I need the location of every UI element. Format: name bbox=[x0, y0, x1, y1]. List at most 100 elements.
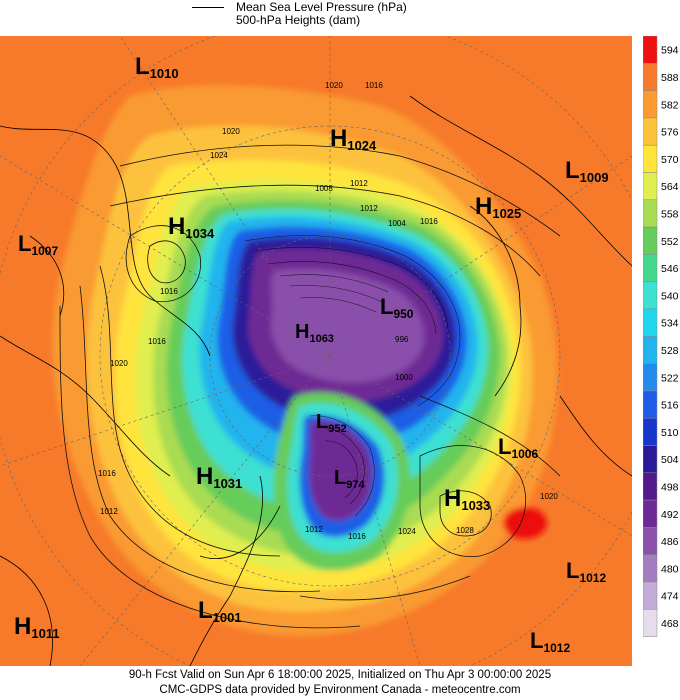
high-pressure-label: H1033 bbox=[444, 485, 490, 513]
forecast-valid-time: 90-h Fcst Valid on Sun Apr 6 18:00:00 20… bbox=[128, 669, 552, 681]
scale-swatch bbox=[643, 445, 658, 474]
isobar-value: 1008 bbox=[315, 184, 333, 193]
data-credit: CMC-GDPS data provided by Environment Ca… bbox=[159, 684, 521, 696]
scale-label: 474 bbox=[661, 591, 679, 603]
isobar-value: 1020 bbox=[325, 81, 343, 90]
scale-swatch bbox=[643, 36, 658, 64]
isobar-value: 1016 bbox=[160, 287, 178, 296]
isobar-value: 1016 bbox=[365, 81, 383, 90]
map-footer: 90-h Fcst Valid on Sun Apr 6 18:00:00 20… bbox=[0, 668, 680, 698]
isobar-value: 996 bbox=[395, 335, 409, 344]
pressure-system-labels: L1010 H1024 L1009 H1025 H1034 L1007 L950 H1063 L… bbox=[14, 53, 609, 655]
polar-stereographic-map: 1020 1016 1020 1024 1016 1012 1008 1004 1016 1012… bbox=[0, 36, 632, 666]
scale-swatch bbox=[643, 254, 658, 282]
isobar-value: 1012 bbox=[100, 507, 118, 516]
isobar-value: 1004 bbox=[388, 219, 406, 228]
scale-label: 582 bbox=[661, 99, 679, 111]
scale-swatch bbox=[643, 390, 658, 419]
high-pressure-label: H1011 bbox=[14, 613, 60, 641]
isobar-value-labels: 1020 1016 1020 1024 1016 1012 1008 1004 1016 1012… bbox=[98, 81, 558, 541]
low-pressure-label: L1012 bbox=[530, 628, 570, 655]
scale-swatch bbox=[643, 609, 658, 637]
scale-swatch bbox=[643, 363, 658, 392]
high-pressure-label: H1063 bbox=[295, 321, 334, 345]
isobar-value: 1020 bbox=[110, 359, 128, 368]
isobar-value: 1012 bbox=[305, 525, 323, 534]
isobar-value: 1024 bbox=[398, 527, 416, 536]
isobar-value: 1016 bbox=[98, 469, 116, 478]
scale-swatch bbox=[643, 499, 658, 528]
legend-heights-label: 500-hPa Heights (dam) bbox=[236, 13, 361, 27]
coastlines bbox=[0, 95, 632, 666]
graticule bbox=[0, 36, 632, 666]
scale-label: 570 bbox=[661, 154, 679, 166]
scale-label: 468 bbox=[661, 618, 679, 630]
scale-label: 498 bbox=[661, 481, 679, 493]
scale-swatch bbox=[643, 281, 658, 310]
isobar-value: 1020 bbox=[222, 127, 240, 136]
high-pressure-label: H1031 bbox=[196, 463, 242, 491]
scale-label: 486 bbox=[661, 536, 679, 548]
scale-label: 528 bbox=[661, 345, 679, 357]
scale-label: 558 bbox=[661, 208, 679, 220]
low-pressure-label: L1007 bbox=[18, 231, 58, 258]
isobar-value: 1012 bbox=[360, 204, 378, 213]
low-pressure-label: L974 bbox=[334, 467, 365, 491]
scale-swatch bbox=[643, 172, 658, 201]
scale-label: 492 bbox=[661, 509, 679, 521]
scale-swatch bbox=[643, 226, 658, 255]
height-fill-bands bbox=[52, 85, 558, 637]
scale-label: 552 bbox=[661, 236, 679, 248]
color-scale: 594 588 582 576 570 564 558 552 546 540 534 528 522 5… bbox=[643, 36, 679, 637]
isobar-value: 1016 bbox=[348, 532, 366, 541]
scale-label: 576 bbox=[661, 127, 679, 139]
scale-label: 546 bbox=[661, 263, 679, 275]
isobar-value: 1016 bbox=[420, 217, 438, 226]
isobar-value: 1024 bbox=[210, 151, 228, 160]
isobar-value: 1000 bbox=[395, 373, 413, 382]
map-legend: Mean Sea Level Pressure (hPa) 500-hPa He… bbox=[190, 0, 490, 36]
low-pressure-label: L1009 bbox=[565, 157, 609, 185]
low-pressure-label: L1001 bbox=[198, 597, 242, 625]
isobar-value: 1016 bbox=[148, 337, 166, 346]
scale-swatch bbox=[643, 554, 658, 583]
high-pressure-label: H1024 bbox=[330, 125, 377, 153]
legend-mslp-label: Mean Sea Level Pressure (hPa) bbox=[236, 0, 407, 14]
scale-swatch bbox=[643, 308, 658, 337]
high-pressure-label: H1034 bbox=[168, 213, 215, 241]
low-pressure-label: L1010 bbox=[135, 53, 179, 81]
scale-label: 564 bbox=[661, 181, 679, 193]
scale-label: 516 bbox=[661, 400, 679, 412]
scale-label: 540 bbox=[661, 290, 679, 302]
scale-swatch bbox=[643, 90, 658, 119]
scale-swatch bbox=[643, 117, 658, 146]
height-contours bbox=[244, 235, 461, 517]
scale-label: 480 bbox=[661, 563, 679, 575]
scale-label: 594 bbox=[661, 45, 679, 57]
low-pressure-label: L1012 bbox=[566, 558, 606, 585]
scale-label: 588 bbox=[661, 72, 679, 84]
scale-label: 522 bbox=[661, 372, 679, 384]
isobar-value: 1028 bbox=[456, 526, 474, 535]
scale-swatch bbox=[643, 417, 658, 446]
isobar-line-sample bbox=[192, 7, 224, 8]
scale-swatch bbox=[643, 63, 658, 91]
scale-label: 504 bbox=[661, 454, 679, 466]
high-pressure-label: H1025 bbox=[475, 193, 521, 221]
scale-swatch bbox=[643, 472, 658, 501]
scale-swatch bbox=[643, 581, 658, 610]
scale-swatch bbox=[643, 144, 658, 173]
low-pressure-label: L950 bbox=[380, 294, 414, 321]
trough-south-purple bbox=[308, 420, 373, 521]
scale-label: 510 bbox=[661, 427, 679, 439]
low-pressure-label: L952 bbox=[316, 411, 347, 435]
isobar-value: 1020 bbox=[540, 492, 558, 501]
low-pressure-label: L1006 bbox=[498, 434, 538, 461]
warm-pool-red bbox=[503, 507, 547, 539]
isobar-value: 1012 bbox=[350, 179, 368, 188]
isobars bbox=[59, 144, 561, 629]
scale-swatch bbox=[643, 336, 658, 364]
scale-swatch bbox=[643, 527, 658, 555]
scale-swatch bbox=[643, 199, 658, 228]
scale-label: 534 bbox=[661, 318, 679, 330]
